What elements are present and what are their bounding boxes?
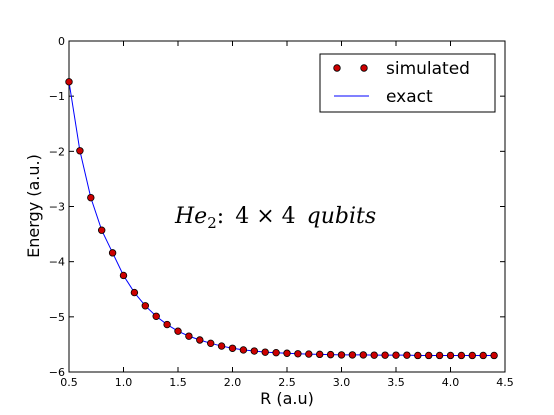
simulated-data-point bbox=[414, 351, 422, 360]
simulated-data-point bbox=[152, 312, 160, 320]
y-axis-label: Energy (a.u.) bbox=[24, 154, 43, 258]
simulated-data-point bbox=[435, 351, 444, 360]
simulated-data-point bbox=[479, 351, 487, 360]
x-tick-label: 3.0 bbox=[333, 376, 351, 389]
legend-label-simulated: simulated bbox=[386, 59, 470, 79]
simulated-data-point bbox=[97, 226, 106, 234]
simulated-data-point bbox=[272, 348, 280, 357]
simulated-data-point bbox=[446, 351, 455, 360]
x-tick-label: 0.5 bbox=[60, 376, 78, 389]
x-tick-label: 1.0 bbox=[115, 376, 133, 389]
x-tick-label: 2.0 bbox=[224, 376, 242, 389]
y-tick-label: −6 bbox=[49, 366, 65, 379]
simulated-data-point bbox=[206, 339, 215, 348]
simulated-data-point bbox=[76, 147, 84, 155]
simulated-data-point bbox=[425, 351, 433, 360]
simulated-data-point bbox=[65, 78, 73, 86]
simulated-data-point bbox=[250, 347, 258, 355]
simulated-series-markers bbox=[65, 78, 498, 360]
simulated-data-point bbox=[239, 346, 248, 354]
x-axis-label: R (a.u) bbox=[260, 389, 314, 408]
simulated-data-point bbox=[108, 249, 117, 257]
tick-labels: 0.5 1.0 1.5 2.0 2.5 3.0 3.5 4.0 4.5 0 −1 −2 −3 −4 −5 −6 bbox=[49, 35, 514, 389]
y-tick-label: −3 bbox=[49, 201, 65, 214]
simulated-data-point bbox=[348, 351, 357, 359]
simulated-data-point bbox=[305, 350, 313, 358]
simulated-data-point bbox=[294, 350, 302, 358]
simulated-data-point bbox=[196, 336, 204, 344]
simulated-data-point bbox=[130, 288, 139, 297]
simulated-data-point bbox=[457, 351, 466, 360]
simulated-data-point bbox=[119, 271, 128, 280]
simulated-data-point bbox=[141, 302, 149, 310]
simulated-data-point bbox=[261, 348, 269, 356]
simulated-data-point bbox=[490, 351, 498, 360]
x-tick-label: 2.5 bbox=[278, 376, 296, 389]
legend-label-exact: exact bbox=[386, 87, 433, 107]
x-tick-label: 4.5 bbox=[496, 376, 514, 389]
simulated-data-point bbox=[174, 327, 182, 335]
y-tick-label: −1 bbox=[49, 90, 65, 103]
exact-series-line bbox=[68, 81, 495, 356]
simulated-data-point bbox=[283, 349, 291, 357]
legend-box bbox=[319, 53, 496, 113]
simulated-data-point bbox=[217, 342, 226, 350]
simulated-data-point bbox=[392, 351, 400, 359]
annotation: He2: 4 × 4 qubits bbox=[174, 204, 376, 232]
legend: simulated exact bbox=[319, 53, 496, 113]
x-tick-label: 1.5 bbox=[169, 376, 187, 389]
axis-ticks bbox=[68, 40, 506, 373]
simulated-data-point bbox=[228, 344, 237, 352]
simulated-data-point bbox=[337, 351, 346, 359]
simulated-data-point bbox=[381, 351, 389, 359]
simulated-data-point bbox=[359, 351, 367, 359]
simulated-data-point bbox=[316, 350, 324, 359]
y-tick-label: −4 bbox=[49, 256, 65, 269]
x-tick-label: 4.0 bbox=[442, 376, 460, 389]
simulated-data-point bbox=[468, 351, 476, 360]
simulated-data-point bbox=[163, 320, 171, 329]
simulated-data-point bbox=[326, 350, 335, 359]
simulated-data-point bbox=[185, 332, 193, 340]
simulated-data-point bbox=[370, 351, 378, 359]
legend-marker-simulated bbox=[360, 64, 368, 72]
simulated-data-point bbox=[403, 351, 411, 359]
x-tick-label: 3.5 bbox=[387, 376, 405, 389]
y-tick-label: −5 bbox=[49, 311, 65, 324]
simulated-data-point bbox=[87, 193, 95, 202]
y-tick-label: 0 bbox=[58, 35, 65, 48]
legend-marker-simulated bbox=[333, 64, 341, 72]
y-tick-label: −2 bbox=[49, 145, 65, 158]
